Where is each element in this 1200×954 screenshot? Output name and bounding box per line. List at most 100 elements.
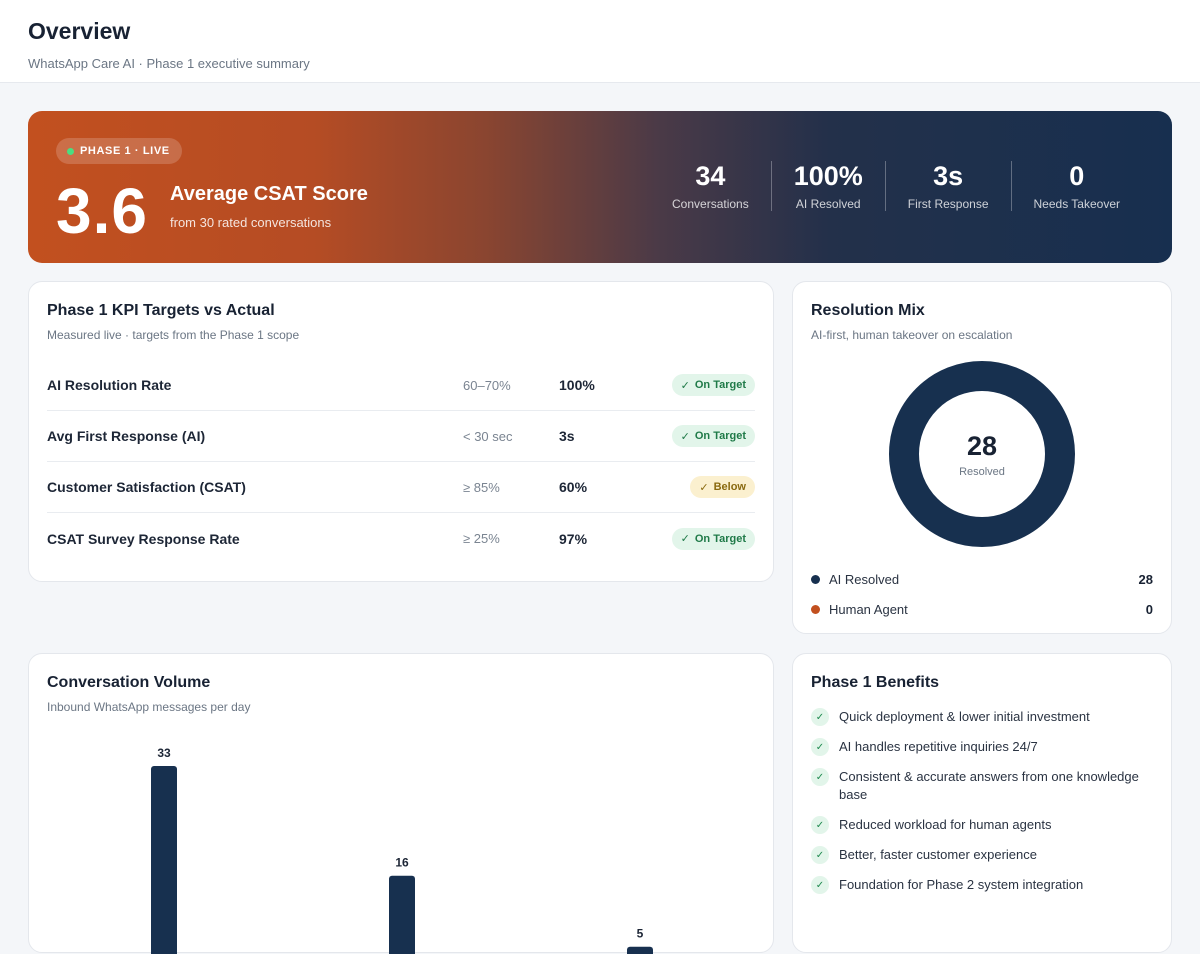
volume-bar-value-label: 16 — [395, 856, 409, 870]
kpi-actual: 60% — [559, 479, 588, 495]
benefits-card-title: Phase 1 Benefits — [811, 674, 940, 691]
check-icon: ✓ — [811, 768, 829, 786]
stat-first-response: 3s First Response — [884, 161, 1011, 211]
check-icon: ✓ — [680, 533, 690, 545]
stat-label: Needs Takeover — [1033, 197, 1121, 211]
benefit-text: Reduced workload for human agents — [839, 817, 1052, 832]
stat-value: 3s — [933, 161, 964, 191]
benefit-item: ✓ Quick deployment & lower initial inves… — [811, 708, 1153, 726]
check-icon: ✓ — [699, 481, 709, 494]
donut-svg — [889, 361, 1075, 547]
kpi-row: Avg First Response (AI) < 30 sec 3s ✓ On… — [47, 411, 755, 462]
kpi-status-badge: ✓ On Target — [671, 425, 755, 447]
volume-bar — [627, 946, 653, 954]
check-icon: ✓ — [811, 846, 829, 864]
mix-card-subtitle: AI-first, human takeover on escalation — [811, 328, 1013, 342]
donut-center-label: Resolved — [959, 465, 1005, 478]
legend-value: 28 — [1138, 571, 1153, 587]
kpi-row: Customer Satisfaction (CSAT) ≥ 85% 60% ✓… — [47, 462, 755, 513]
benefit-text: Better, faster customer experience — [839, 847, 1037, 862]
kpi-status-label: On Target — [694, 430, 746, 442]
kpi-status-label: On Target — [694, 532, 746, 545]
legend-item-ai: AI Resolved 28 — [811, 564, 1153, 594]
benefit-text: Consistent & accurate answers from one k… — [839, 769, 1139, 802]
kpi-target: ≥ 25% — [463, 531, 500, 546]
volume-card-subtitle: Inbound WhatsApp messages per day — [47, 700, 251, 714]
phase-status-label: PHASE 1 · LIVE — [80, 145, 170, 157]
mix-legend: AI Resolved 28 Human Agent 0 — [811, 564, 1153, 624]
stat-value: 0 — [1069, 161, 1085, 191]
benefits-list: ✓ Quick deployment & lower initial inves… — [811, 708, 1153, 894]
legend-item-human: Human Agent 0 — [811, 594, 1153, 624]
resolution-donut-chart: 28 Resolved — [888, 360, 1076, 548]
kpi-status-badge: ✓ Below — [690, 476, 755, 498]
check-icon: ✓ — [811, 738, 829, 756]
benefit-item: ✓ Reduced workload for human agents — [811, 816, 1153, 834]
benefit-item: ✓ Foundation for Phase 2 system integrat… — [811, 876, 1153, 894]
kpi-card-title: Phase 1 KPI Targets vs Actual — [47, 302, 275, 319]
phase-benefits-card: Phase 1 Benefits ✓ Quick deployment & lo… — [792, 653, 1172, 953]
kpi-status-badge: ✓ On Target — [671, 527, 755, 550]
kpi-list: AI Resolution Rate 60–70% 100% ✓ On Targ… — [47, 360, 755, 564]
kpi-actual: 100% — [559, 377, 595, 393]
csat-hero-banner: PHASE 1 · LIVE 3.6 Average CSAT Score fr… — [28, 111, 1172, 263]
csat-score-value: 3.6 — [56, 175, 148, 247]
kpi-card-subtitle: Measured live · targets from the Phase 1… — [47, 328, 300, 342]
benefit-item: ✓ Consistent & accurate answers from one… — [811, 768, 1153, 804]
benefit-text: Quick deployment & lower initial investm… — [839, 709, 1090, 724]
kpi-name: AI Resolution Rate — [47, 377, 172, 393]
csat-score-label: Average CSAT Score — [170, 183, 368, 205]
legend-label: Human Agent — [829, 601, 908, 617]
donut-center-value: 28 — [966, 430, 998, 461]
volume-card-title: Conversation Volume — [47, 674, 211, 691]
kpi-targets-card: Phase 1 KPI Targets vs Actual Measured l… — [28, 281, 774, 582]
stat-value: 100% — [793, 161, 863, 191]
donut-ai-segment — [889, 361, 1075, 547]
kpi-row: AI Resolution Rate 60–70% 100% ✓ On Targ… — [47, 360, 755, 411]
kpi-name: Avg First Response (AI) — [47, 428, 206, 444]
page-header: Overview WhatsApp Care AI · Phase 1 exec… — [0, 0, 1200, 83]
benefit-text: AI handles repetitive inquiries 24/7 — [839, 739, 1038, 754]
check-icon: ✓ — [811, 816, 829, 834]
kpi-name: Customer Satisfaction (CSAT) — [47, 479, 246, 495]
stat-value: 34 — [695, 161, 726, 191]
volume-bar — [151, 766, 177, 954]
live-dot-icon — [67, 147, 74, 155]
volume-bar-value-label: 5 — [637, 927, 644, 941]
mix-card-title: Resolution Mix — [811, 302, 925, 319]
page-subtitle: WhatsApp Care AI · Phase 1 executive sum… — [28, 56, 310, 71]
csat-score-subtitle: from 30 rated conversations — [170, 215, 332, 230]
legend-value: 0 — [1145, 601, 1153, 617]
legend-dot-icon — [811, 604, 820, 614]
resolution-mix-card: Resolution Mix AI-first, human takeover … — [792, 281, 1172, 634]
volume-bar-chart: 33 16 5 — [151, 746, 653, 954]
kpi-status-label: Below — [713, 481, 746, 493]
donut-center: 28 Resolved — [888, 360, 1076, 548]
kpi-target: < 30 sec — [463, 428, 513, 444]
benefit-text: Foundation for Phase 2 system integratio… — [839, 877, 1084, 892]
check-icon: ✓ — [811, 708, 829, 726]
benefit-item: ✓ Better, faster customer experience — [811, 846, 1153, 864]
stat-needs-takeover: 0 Needs Takeover — [1010, 161, 1143, 211]
hero-stats: 34 Conversations 100% AI Resolved 3s Fir… — [650, 161, 1142, 211]
kpi-target: 60–70% — [463, 377, 511, 393]
benefit-item: ✓ AI handles repetitive inquiries 24/7 — [811, 738, 1153, 756]
legend-dot-icon — [811, 574, 820, 584]
kpi-status-badge: ✓ On Target — [671, 374, 755, 396]
volume-bar-value-label: 33 — [157, 746, 171, 760]
page-title: Overview — [28, 18, 131, 44]
phase-status-badge: PHASE 1 · LIVE — [56, 138, 182, 164]
check-icon: ✓ — [680, 379, 690, 392]
check-icon: ✓ — [680, 430, 690, 443]
conversation-volume-card: Conversation Volume Inbound WhatsApp mes… — [28, 653, 774, 954]
volume-bar — [389, 875, 415, 954]
stat-label: Conversations — [672, 197, 749, 211]
kpi-target: ≥ 85% — [463, 479, 500, 495]
kpi-row: CSAT Survey Response Rate ≥ 25% 97% ✓ On… — [47, 513, 755, 564]
stat-conversations: 34 Conversations — [650, 161, 771, 211]
kpi-actual: 97% — [559, 530, 588, 547]
legend-label: AI Resolved — [829, 571, 900, 587]
kpi-actual: 3s — [559, 428, 575, 444]
check-icon: ✓ — [811, 876, 829, 894]
stat-ai-resolved: 100% AI Resolved — [770, 161, 885, 211]
